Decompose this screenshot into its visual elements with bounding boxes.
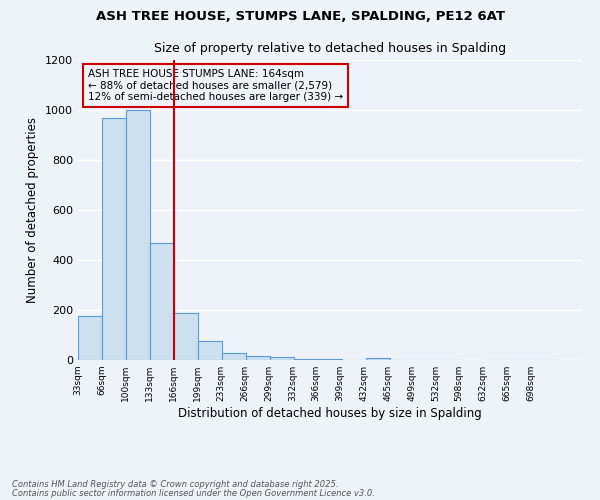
Text: ASH TREE HOUSE, STUMPS LANE, SPALDING, PE12 6AT: ASH TREE HOUSE, STUMPS LANE, SPALDING, P… [95, 10, 505, 23]
Text: ASH TREE HOUSE STUMPS LANE: 164sqm
← 88% of detached houses are smaller (2,579)
: ASH TREE HOUSE STUMPS LANE: 164sqm ← 88%… [88, 69, 343, 102]
Bar [319, 359, 342, 360]
Bar [270, 357, 294, 360]
Bar [102, 118, 125, 360]
Y-axis label: Number of detached properties: Number of detached properties [26, 117, 40, 303]
Bar [127, 110, 150, 360]
Bar [78, 316, 102, 360]
Bar [366, 358, 390, 360]
Bar [223, 353, 246, 360]
Title: Size of property relative to detached houses in Spalding: Size of property relative to detached ho… [154, 42, 506, 54]
Text: Contains public sector information licensed under the Open Government Licence v3: Contains public sector information licen… [12, 489, 375, 498]
Bar [150, 242, 174, 360]
X-axis label: Distribution of detached houses by size in Spalding: Distribution of detached houses by size … [178, 407, 482, 420]
Bar [174, 312, 198, 360]
Text: Contains HM Land Registry data © Crown copyright and database right 2025.: Contains HM Land Registry data © Crown c… [12, 480, 338, 489]
Bar [294, 359, 318, 360]
Bar [246, 356, 270, 360]
Bar [198, 341, 221, 360]
